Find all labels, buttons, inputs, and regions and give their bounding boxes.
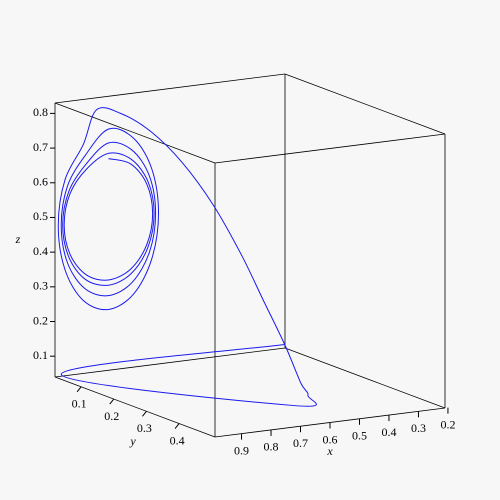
y-tick-label: 0.3 bbox=[137, 421, 152, 435]
z-tick-label: 0.8 bbox=[33, 105, 48, 119]
y-tick-label: 0.2 bbox=[104, 409, 119, 423]
z-tick-label: 0.7 bbox=[33, 140, 48, 154]
x-tick-label: 0.8 bbox=[264, 440, 279, 454]
box-edge bbox=[284, 347, 446, 409]
box-edge bbox=[54, 102, 216, 164]
y-tick bbox=[142, 410, 147, 417]
x-tick-label: 0.6 bbox=[323, 432, 338, 446]
x-axis-label: x bbox=[326, 444, 333, 458]
y-tick-label: 0.4 bbox=[170, 433, 185, 447]
x-tick-label: 0.4 bbox=[381, 425, 396, 439]
y-tick-label: 0.1 bbox=[72, 397, 87, 411]
z-tick-label: 0.3 bbox=[33, 279, 48, 293]
box-edge bbox=[54, 73, 286, 104]
x-tick-label: 0.5 bbox=[352, 429, 367, 443]
y-axis-label: y bbox=[129, 434, 136, 448]
x-tick-label: 0.2 bbox=[440, 417, 455, 431]
x-tick-label: 0.7 bbox=[293, 436, 308, 450]
box-edge bbox=[54, 376, 216, 438]
trajectory bbox=[57, 107, 317, 407]
x-tick-label: 0.9 bbox=[234, 443, 249, 457]
z-tick-label: 0.5 bbox=[33, 209, 48, 223]
box-edge bbox=[54, 347, 286, 378]
z-tick-label: 0.1 bbox=[33, 348, 48, 362]
y-tick bbox=[76, 386, 82, 393]
z-tick-label: 0.4 bbox=[33, 244, 48, 258]
z-axis-label: z bbox=[15, 232, 21, 246]
z-tick-label: 0.6 bbox=[33, 175, 48, 189]
x-tick-label: 0.3 bbox=[411, 421, 426, 435]
box-edge bbox=[284, 73, 446, 135]
box-edge bbox=[214, 133, 446, 164]
y-tick bbox=[109, 398, 115, 405]
y-tick bbox=[174, 423, 180, 429]
z-tick-label: 0.2 bbox=[33, 313, 48, 327]
